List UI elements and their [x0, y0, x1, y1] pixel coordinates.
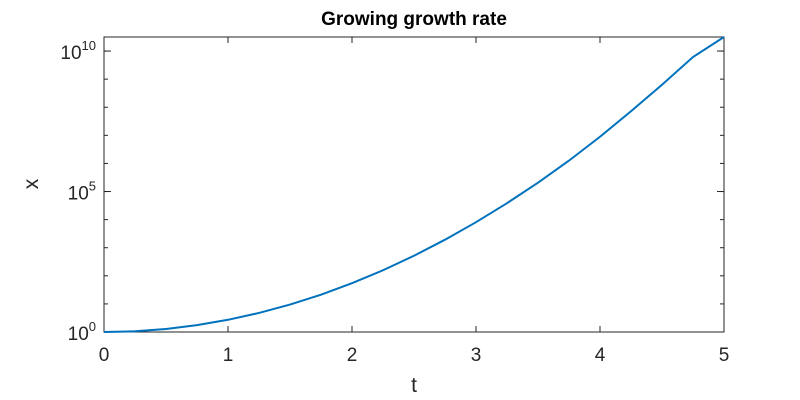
y-tick-label: 105	[68, 179, 96, 205]
x-tick-label: 5	[719, 345, 730, 366]
x-tick-labels: 0 1 2 3 4 5	[99, 345, 730, 366]
y-axis-label: x	[20, 178, 43, 189]
plot-area	[103, 36, 725, 333]
y-tick-labels: 100 105 1010	[60, 38, 96, 345]
y-tick-label: 100	[68, 319, 96, 345]
chart-title: Growing growth rate	[321, 9, 507, 30]
x-tick-label: 3	[471, 345, 482, 366]
x-axis-label: t	[411, 374, 417, 397]
x-tick-label: 0	[99, 345, 110, 366]
series-layer	[103, 36, 725, 333]
x-tick-label: 1	[223, 345, 234, 366]
y-tick-label: 1010	[60, 38, 96, 64]
x-tick-label: 4	[595, 345, 606, 366]
x-tick-label: 2	[347, 345, 358, 366]
series-line	[103, 36, 725, 333]
